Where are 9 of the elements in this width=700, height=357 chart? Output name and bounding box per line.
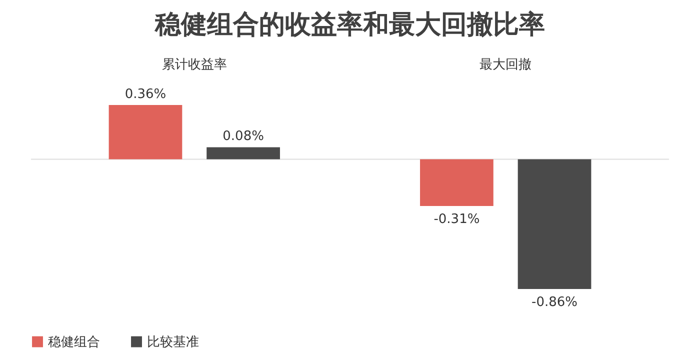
chart-title: 稳健组合的收益率和最大回撤比率	[154, 10, 545, 40]
data-label: -0.86%	[532, 295, 578, 310]
x-tick-label: 累计收益率	[162, 56, 227, 72]
data-label: 0.36%	[124, 87, 166, 102]
legend-label: 稳健组合	[48, 334, 100, 350]
legend-label: 比较基准	[147, 334, 199, 350]
x-tick-label: 最大回撤	[480, 58, 532, 72]
data-label: 0.08%	[222, 129, 264, 144]
data-label: -0.31%	[434, 212, 480, 228]
